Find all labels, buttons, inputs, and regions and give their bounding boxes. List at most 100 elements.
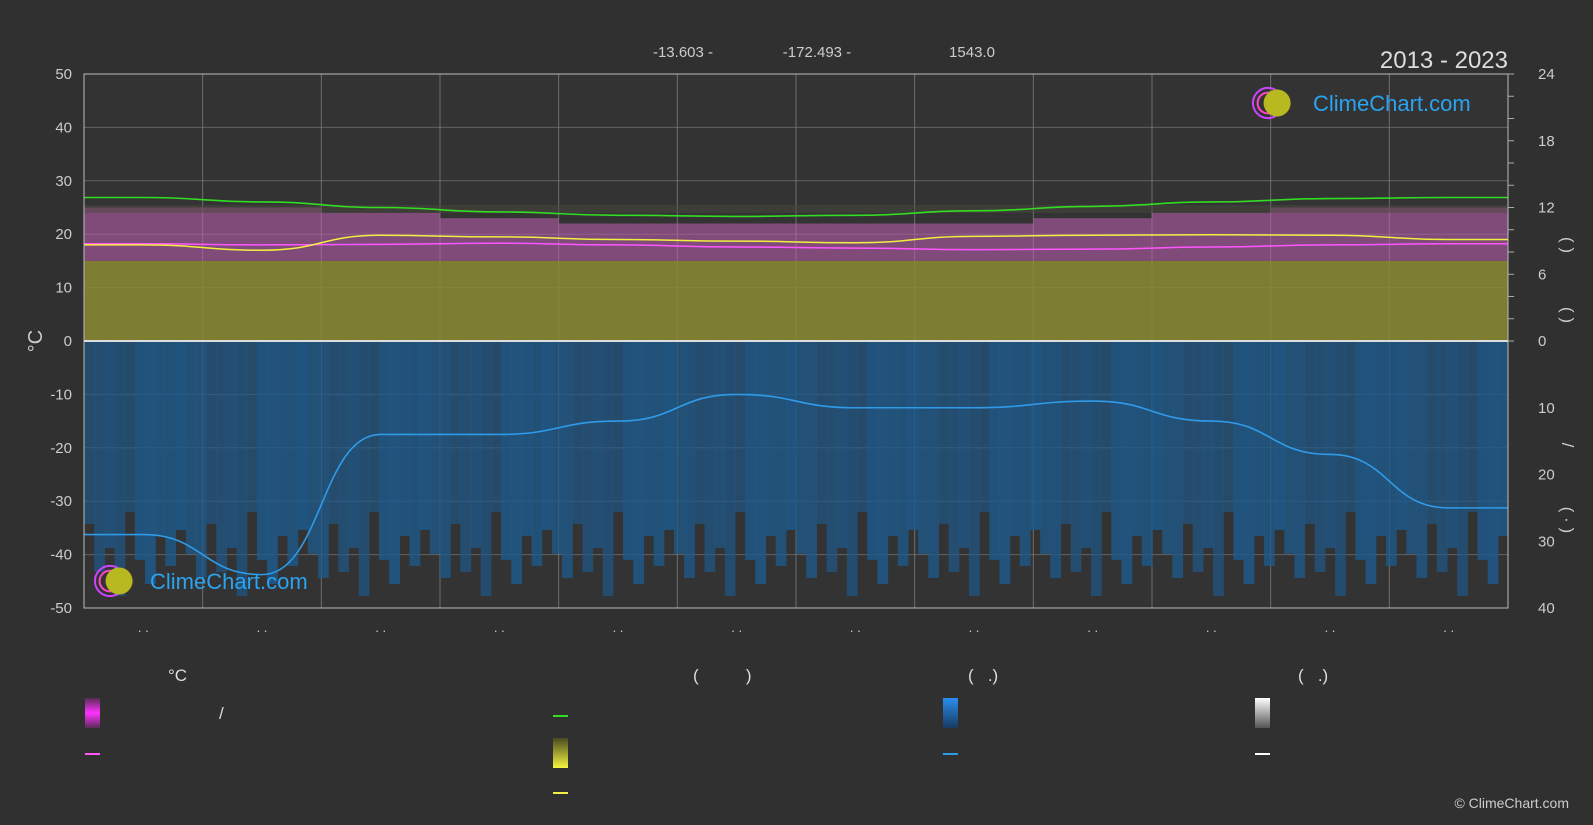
daylight-strip bbox=[84, 204, 1508, 213]
x-tick-label: . . bbox=[731, 620, 742, 635]
precip-column bbox=[806, 341, 817, 578]
y-tick-left: 40 bbox=[55, 119, 72, 136]
y-tick-right: 20 bbox=[1538, 467, 1555, 484]
precip-column bbox=[1101, 341, 1112, 512]
precip-column bbox=[429, 341, 441, 554]
precip-column bbox=[887, 341, 899, 536]
precip-column bbox=[1223, 341, 1234, 512]
precip-column bbox=[1009, 341, 1021, 536]
precip-column bbox=[918, 341, 929, 554]
precip-column bbox=[633, 341, 645, 584]
precip-column bbox=[1436, 341, 1448, 572]
precip-column bbox=[409, 341, 421, 566]
precip-column bbox=[765, 341, 777, 536]
temp-range-band bbox=[440, 218, 559, 261]
y-tick-right: 24 bbox=[1538, 66, 1555, 83]
precip-column bbox=[1365, 341, 1377, 584]
precip-column bbox=[338, 341, 350, 572]
precip-column bbox=[389, 341, 400, 584]
y-tick-right: 40 bbox=[1538, 600, 1555, 617]
precip-column bbox=[206, 341, 217, 524]
legend-col2-title: ( ) bbox=[693, 666, 752, 685]
precip-column bbox=[1192, 341, 1204, 572]
header: -13.603 - -172.493 - 1543.0 2013 - 2023 bbox=[653, 44, 1508, 74]
y-tick-right: 0 bbox=[1538, 333, 1546, 350]
precip-column bbox=[724, 341, 736, 596]
temp-range-band bbox=[1270, 207, 1390, 261]
temp-range-band bbox=[914, 223, 1034, 261]
precip-column bbox=[796, 341, 807, 554]
y-tick-left: 30 bbox=[55, 173, 72, 190]
precip-column bbox=[185, 341, 197, 554]
precip-column bbox=[836, 341, 848, 548]
precip-column bbox=[623, 341, 634, 560]
right-axis-label: ( ) bbox=[1558, 307, 1577, 323]
y-tick-right: 18 bbox=[1538, 133, 1555, 150]
precip-column bbox=[1253, 341, 1265, 536]
precip-column bbox=[440, 341, 451, 578]
precip-column bbox=[145, 341, 156, 584]
temp-range-band bbox=[1033, 218, 1152, 261]
precip-column bbox=[755, 341, 767, 584]
precip-column bbox=[1416, 341, 1428, 578]
precip-column bbox=[358, 341, 370, 596]
precip-column bbox=[1314, 341, 1326, 572]
right-axis-label: / bbox=[1558, 443, 1577, 448]
temp-range-band bbox=[1389, 207, 1508, 261]
precip-column bbox=[1131, 341, 1143, 536]
y-tick-left: -40 bbox=[50, 547, 72, 564]
x-tick-label: . . bbox=[375, 620, 386, 635]
legend-sunshine-line-swatch bbox=[553, 792, 568, 794]
x-tick-label: . . bbox=[850, 620, 861, 635]
y-axis-label: °C bbox=[25, 330, 47, 352]
precip-column bbox=[602, 341, 614, 596]
precip-column bbox=[267, 341, 278, 584]
precip-column bbox=[134, 341, 146, 560]
precip-column bbox=[1274, 341, 1285, 530]
axis-labels: 50 40 30 20 10 0 -10 -20 -30 -40 -50 24 18 12 6 0 10 20 30… bbox=[25, 66, 1577, 635]
legend-precip-swatch bbox=[943, 698, 958, 728]
precip-column bbox=[124, 341, 136, 512]
precip-column bbox=[572, 341, 583, 524]
x-tick-label: . . bbox=[257, 620, 268, 635]
precip-column bbox=[1182, 341, 1194, 524]
precip-column bbox=[1375, 341, 1387, 536]
legend-col3-title: ( .) bbox=[968, 666, 999, 685]
precip-column bbox=[1345, 341, 1357, 512]
precip-column bbox=[551, 341, 563, 554]
precip-column bbox=[1070, 341, 1082, 572]
legend-col4-title: ( .) bbox=[1298, 666, 1329, 685]
precip-column bbox=[277, 341, 289, 536]
precip-line bbox=[84, 393, 1508, 576]
x-tick-label: . . bbox=[1087, 620, 1098, 635]
precip-column bbox=[785, 341, 797, 530]
precip-column bbox=[775, 341, 787, 566]
right-axis-label: ( · ) bbox=[1558, 507, 1577, 533]
y-tick-left: 50 bbox=[55, 66, 72, 83]
data-lines bbox=[83, 196, 1508, 576]
precip-column bbox=[94, 341, 105, 572]
x-tick-label: . . bbox=[494, 620, 505, 635]
precip-column bbox=[1263, 341, 1275, 566]
precip-column bbox=[1121, 341, 1133, 584]
temp-range-band bbox=[321, 212, 440, 261]
precip-column bbox=[1213, 341, 1224, 596]
right-axis-label: ( ) bbox=[1558, 237, 1577, 253]
y-tick-right: 12 bbox=[1538, 200, 1555, 217]
precip-column bbox=[592, 341, 604, 548]
precip-column bbox=[999, 341, 1011, 584]
precip-column bbox=[1243, 341, 1255, 584]
precip-column bbox=[907, 341, 919, 530]
precip-column bbox=[460, 341, 472, 572]
legend-snow-line-swatch bbox=[1255, 753, 1270, 755]
y-tick-right: 10 bbox=[1538, 400, 1555, 417]
precip-column bbox=[541, 341, 553, 530]
precip-column bbox=[531, 341, 543, 566]
precip-column bbox=[307, 341, 319, 554]
temp-range-band bbox=[84, 207, 203, 261]
copyright: © ClimeChart.com bbox=[1454, 795, 1569, 811]
precip-column bbox=[928, 341, 939, 578]
y-tick-left: -50 bbox=[50, 600, 72, 617]
precip-column bbox=[612, 341, 624, 512]
